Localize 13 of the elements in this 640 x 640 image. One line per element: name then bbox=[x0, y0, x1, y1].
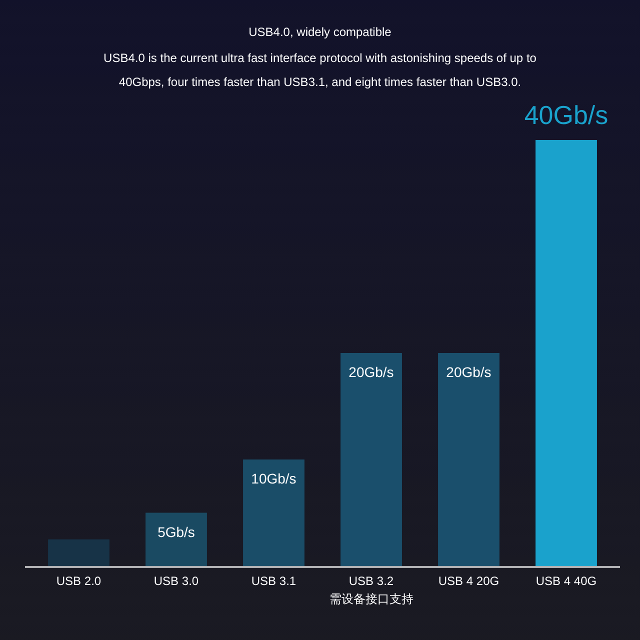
x-tick-label: USB 3.0 bbox=[154, 574, 199, 588]
chart-subtitle: USB4.0 is the current ultra fast interface protocol with astonishing speeds of up to 40Gbps, four times faster than USB3.1, and eight times faster than USB3.0. bbox=[104, 51, 537, 89]
x-tick-label: USB 4 20G bbox=[438, 574, 500, 588]
data-label: 20Gb/s bbox=[348, 364, 394, 380]
x-tick-label: USB 3.1 bbox=[251, 574, 296, 588]
data-label: 20Gb/s bbox=[446, 364, 492, 380]
x-tick-label: USB 3.2 需设备接口支持 bbox=[329, 574, 414, 606]
x-tick-label: USB 4 40G bbox=[536, 574, 597, 588]
chart-title: USB4.0, widely compatible bbox=[248, 25, 392, 39]
data-label: 10Gb/s bbox=[251, 470, 296, 486]
data-label: 5Gb/s bbox=[158, 524, 195, 540]
x-tick-label: USB 2.0 bbox=[56, 574, 102, 588]
data-label: 40Gb/s bbox=[524, 100, 608, 130]
